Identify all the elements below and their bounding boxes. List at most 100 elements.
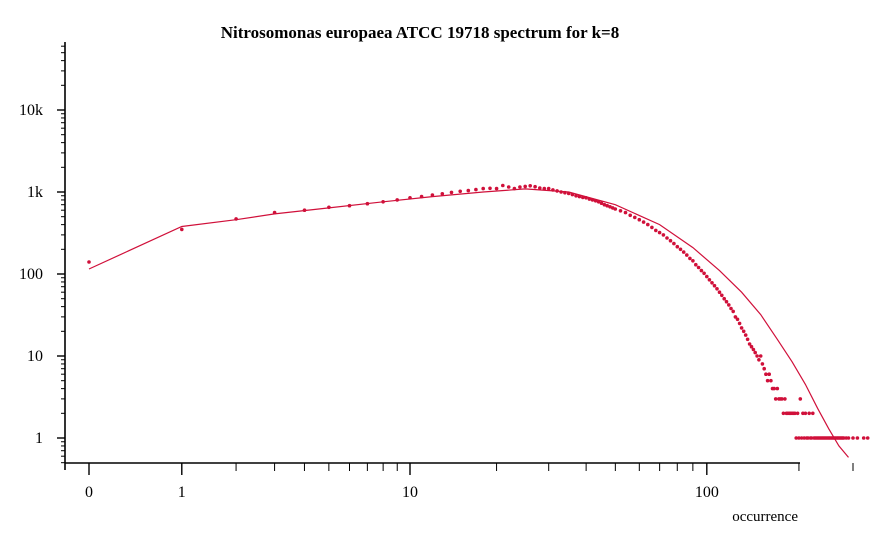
data-point — [381, 200, 385, 204]
data-point — [650, 225, 654, 230]
data-point — [533, 184, 537, 189]
data-point — [717, 290, 722, 295]
data-point — [577, 194, 582, 199]
data-point — [739, 326, 744, 330]
data-point — [570, 192, 575, 197]
data-point — [794, 436, 798, 440]
y-tick-label: 10k — [19, 102, 43, 119]
data-point — [481, 186, 486, 191]
data-point — [458, 189, 463, 194]
data-point — [593, 199, 598, 203]
data-point — [753, 350, 757, 355]
data-point — [747, 342, 752, 346]
x-tick-label: 10 — [402, 484, 418, 501]
data-point — [702, 271, 706, 276]
data-point — [542, 186, 547, 191]
data-point — [566, 191, 571, 196]
data-point — [584, 196, 588, 200]
data-point — [599, 201, 604, 205]
data-point — [618, 209, 623, 213]
data-point — [749, 344, 754, 349]
data-point — [506, 185, 511, 189]
y-tick-label: 1 — [35, 430, 43, 447]
data-point — [737, 321, 742, 326]
data-point — [641, 220, 646, 224]
data-point — [234, 217, 238, 221]
data-point — [678, 247, 683, 252]
data-point — [563, 190, 567, 195]
data-point — [613, 207, 618, 211]
data-point — [672, 241, 676, 246]
data-point — [419, 194, 424, 199]
y-tick-label: 10 — [27, 348, 43, 365]
data-point — [751, 347, 756, 352]
data-point — [559, 190, 563, 194]
data-point — [474, 187, 478, 192]
data-point — [707, 278, 712, 282]
data-point — [581, 195, 585, 200]
data-point — [743, 333, 748, 337]
data-point — [731, 309, 735, 314]
data-point — [765, 378, 770, 383]
data-point — [727, 303, 731, 307]
data-point — [705, 274, 709, 279]
data-point — [741, 329, 746, 334]
data-point — [574, 194, 578, 198]
data-point — [724, 299, 729, 304]
data-point — [772, 386, 776, 391]
data-point — [773, 397, 778, 401]
data-point — [665, 236, 669, 240]
data-point — [735, 317, 740, 322]
data-point — [710, 281, 714, 285]
data-point — [795, 411, 800, 416]
data-point — [347, 203, 352, 208]
chart-title: Nitrosomonas europaea ATCC 19718 spectru… — [221, 23, 619, 42]
data-point — [733, 315, 738, 319]
data-point — [590, 198, 595, 202]
data-point — [668, 238, 673, 243]
data-point — [675, 244, 680, 249]
data-point — [555, 189, 559, 193]
data-point — [799, 436, 804, 440]
data-point — [712, 283, 717, 288]
data-point — [793, 411, 797, 416]
data-point — [654, 228, 658, 233]
data-point — [633, 215, 637, 220]
data-point — [466, 188, 471, 193]
data-point — [755, 354, 759, 358]
data-point — [780, 397, 784, 401]
data-point — [758, 354, 763, 358]
y-tick-label: 100 — [19, 266, 43, 283]
data-point — [797, 436, 801, 440]
y-tick-label: 1k — [27, 184, 43, 201]
data-point — [587, 197, 592, 201]
data-point — [767, 372, 771, 377]
data-point — [327, 205, 331, 210]
data-point — [722, 296, 726, 301]
data-point — [846, 436, 851, 440]
data-point — [783, 397, 787, 401]
data-point — [551, 188, 555, 192]
data-point — [501, 183, 505, 188]
data-point — [764, 372, 768, 377]
data-point — [657, 230, 662, 235]
data-point — [523, 184, 527, 189]
data-point — [494, 186, 499, 191]
data-point — [685, 253, 689, 257]
data-point — [440, 192, 445, 196]
data-point — [688, 256, 692, 261]
data-point — [637, 217, 642, 222]
data-point — [596, 200, 601, 204]
data-point — [408, 196, 412, 200]
data-point — [365, 201, 370, 206]
y-axis: 1 10 100 1k 10k — [19, 42, 66, 470]
data-point — [729, 306, 733, 311]
data-point — [605, 203, 609, 208]
data-point — [180, 227, 184, 232]
data-point — [807, 411, 811, 416]
data-point — [395, 198, 400, 202]
data-point — [87, 260, 91, 264]
data-point — [430, 193, 435, 197]
data-point — [798, 397, 803, 401]
